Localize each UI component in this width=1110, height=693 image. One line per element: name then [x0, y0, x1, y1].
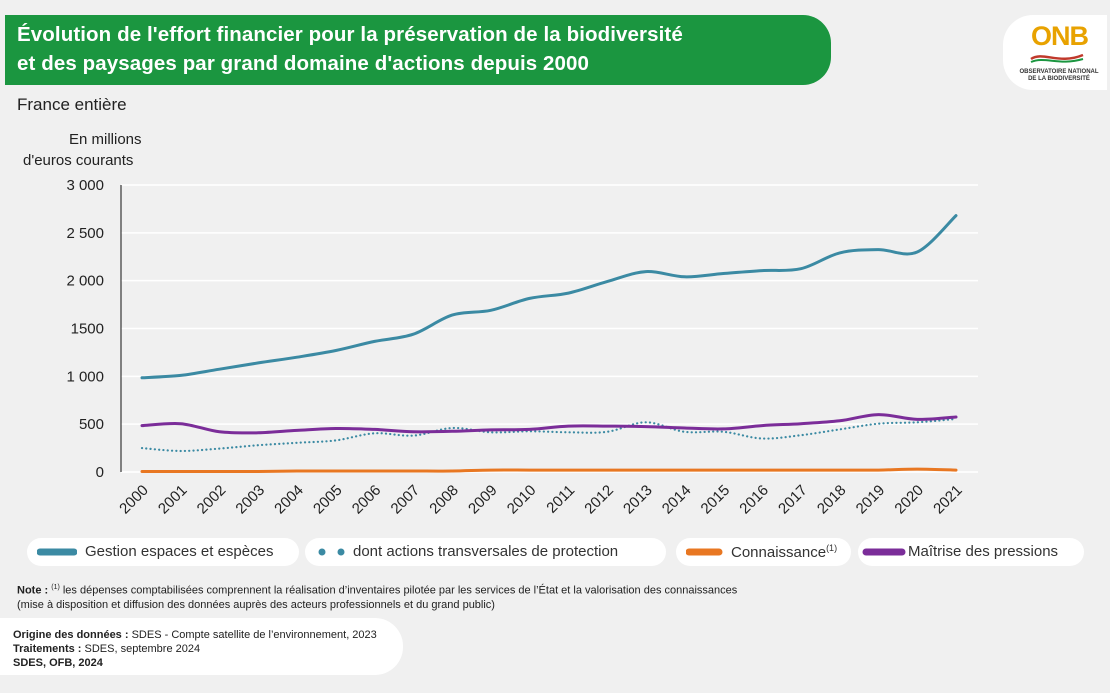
chart-title-line-2: et des paysages par grand domaine d'acti…: [17, 52, 590, 75]
logo-subtitle-1: OBSERVATOIRE NATIONAL: [1019, 69, 1099, 75]
x-tick-label: 2011: [543, 482, 578, 517]
x-tick-label: 2005: [310, 482, 346, 518]
series-line-connaissance: [140, 467, 958, 474]
onb-logo: ONB OBSERVATOIRE NATIONAL DE LA BIODIVER…: [1003, 15, 1107, 90]
legend-label-maitrise: Maîtrise des pressions: [908, 543, 1059, 560]
legend-swatch-gestion: [37, 548, 77, 556]
source-credit: SDES, OFB, 2024: [13, 657, 103, 669]
x-tick-label: 2010: [504, 482, 540, 518]
x-tick-label: 2001: [155, 482, 191, 518]
source-origin: Origine des données : SDES - Compte sate…: [13, 629, 377, 641]
source-origin-value: SDES - Compte satellite de l’environneme…: [131, 629, 377, 641]
series-line-maitrise: [140, 413, 958, 435]
x-tick-label: 2021: [930, 482, 966, 518]
x-tick-label: 2016: [736, 482, 772, 518]
x-tick-label: 2000: [116, 482, 152, 518]
title-banner: Évolution de l'effort financier pour la …: [5, 15, 831, 85]
x-tick-label: 2020: [891, 482, 927, 518]
y-tick-label: 0: [96, 464, 104, 481]
note-text-1: les dépenses comptabilisées comprennent …: [62, 584, 738, 597]
logo-swoosh-icon: [1030, 53, 1084, 63]
y-tick-label: 1 000: [66, 368, 104, 385]
legend-label-gestion: Gestion espaces et espèces: [85, 543, 274, 560]
logo-subtitle-2: DE LA BIODIVERSITÉ: [1028, 76, 1090, 82]
x-tick-label: 2018: [814, 482, 850, 518]
source-box: Origine des données : SDES - Compte sate…: [0, 618, 403, 675]
logo-wordmark: ONB: [1031, 21, 1089, 51]
y-tick-label: 2 000: [66, 273, 104, 290]
chart-title-line-1: Évolution de l'effort financier pour la …: [17, 23, 683, 46]
x-tick-label: 2014: [659, 482, 695, 518]
legend-item-maitrise: Maîtrise des pressions: [858, 538, 1084, 566]
footnote-line-1: Note : (1) les dépenses comptabilisées c…: [17, 584, 737, 597]
y-tick-label: 1500: [71, 321, 104, 338]
x-tick-label: 2004: [271, 482, 307, 518]
source-credit-text: SDES, OFB, 2024: [13, 657, 103, 669]
source-processing-value: SDES, septembre 2024: [84, 643, 201, 655]
legend-label-connaissance-text: Connaissance: [731, 544, 827, 561]
legend-label-connaissance: Connaissance(1): [731, 543, 837, 561]
legend-item-transversales: dont actions transversales de protection: [305, 538, 666, 566]
x-tick-label: 2007: [388, 482, 424, 518]
source-origin-label: Origine des données :: [13, 629, 129, 641]
x-tick-label: 2008: [426, 482, 462, 518]
x-tick-label: 2013: [620, 482, 656, 518]
legend-swatch-maitrise: [862, 548, 906, 556]
legend-item-connaissance: Connaissance(1): [676, 538, 851, 566]
series-line-transversales: [140, 417, 958, 453]
note-label: Note :: [17, 584, 49, 597]
legend-swatch-transversales: [318, 548, 345, 556]
legend-item-gestion: Gestion espaces et espèces: [27, 538, 299, 566]
legend-label-connaissance-sup: (1): [826, 543, 838, 553]
legend-label-transversales: dont actions transversales de protection: [353, 543, 619, 560]
y-tick-label: 500: [79, 416, 104, 433]
x-tick-label: 2017: [775, 482, 811, 518]
x-tick-label: 2015: [698, 482, 734, 518]
source-processing: Traitements : SDES, septembre 2024: [13, 643, 200, 655]
y-axis-unit-line-1: En millions: [69, 131, 142, 148]
y-axis-unit-line-2: d'euros courants: [23, 152, 134, 169]
note-superscript: (1): [51, 584, 60, 591]
x-tick-label: 2019: [853, 482, 889, 518]
chart-subtitle: France entière: [17, 95, 127, 114]
y-tick-label: 3 000: [66, 177, 104, 194]
x-tick-label: 2012: [581, 482, 617, 518]
x-tick-label: 2006: [349, 482, 385, 518]
source-processing-label: Traitements :: [13, 643, 82, 655]
legend-swatch-connaissance: [686, 548, 723, 556]
series-line-gestion: [140, 214, 958, 380]
footnote-line-2: (mise à disposition et diffusion des don…: [17, 599, 495, 611]
x-tick-label: 2009: [465, 482, 501, 518]
x-tick-label: 2002: [194, 482, 230, 518]
x-tick-label: 2003: [232, 482, 268, 518]
y-tick-label: 2 500: [66, 225, 104, 242]
